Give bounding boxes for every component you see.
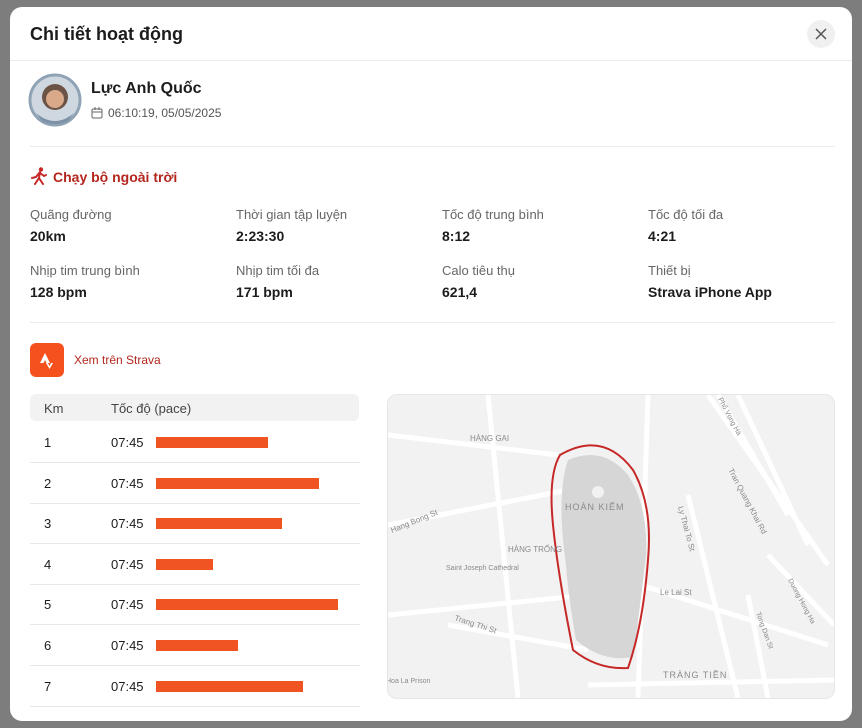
calendar-icon (91, 107, 103, 119)
modal: Chi tiết hoạt động Lực Anh Quốc 06:10:19… (10, 7, 852, 721)
pace-bar (156, 477, 320, 489)
map-label: Saint Joseph Cathedral (446, 565, 519, 572)
pace: 07:45 (111, 516, 144, 532)
pace-bar (156, 680, 303, 692)
map-label: Tran Quang Khai Rd (726, 467, 768, 536)
stat-label: Tốc độ trung bình (442, 207, 544, 222)
km: 6 (44, 638, 52, 653)
stat-value: 621,4 (442, 284, 478, 300)
map-label: HÀNG TRỐNG (508, 544, 562, 554)
stat-value: 171 bpm (236, 284, 293, 300)
column-header: Tốc độ (pace) (111, 401, 192, 416)
stat-label: Nhịp tim trung bình (30, 263, 140, 278)
map-label: HÀNG GAI (470, 434, 509, 443)
avatar (28, 73, 82, 127)
run-icon (31, 167, 47, 185)
stat-label: Thiết bị (648, 263, 691, 278)
stat-value: 4:21 (648, 228, 677, 244)
title: Chi tiết hoạt động (30, 24, 183, 44)
column-header: Km (44, 401, 64, 416)
km: 2 (44, 475, 52, 491)
divider (30, 146, 835, 147)
pace-bar (156, 518, 283, 530)
close-button[interactable] (807, 20, 835, 48)
table-row: 1 07:45 (30, 422, 360, 463)
stat-label: Nhịp tim tối đa (236, 263, 320, 278)
pace: 07:45 (111, 435, 144, 450)
km: 3 (44, 516, 52, 532)
map-label: Hoa La Prison (387, 678, 430, 685)
map-label: Le Lai St (660, 588, 692, 597)
km: 7 (44, 678, 52, 694)
stat-value: 128 bpm (30, 284, 87, 300)
table-header (30, 394, 359, 421)
pace: 07:45 (111, 678, 144, 694)
stat-value: 2:23:30 (236, 228, 285, 244)
datetime: 06:10:19, 05/05/2025 (108, 106, 222, 120)
table-row: 5 07:45 (30, 584, 360, 626)
stat-label: Tốc độ tối đa (648, 207, 724, 222)
pace: 07:45 (111, 475, 144, 491)
stat-value: 20km (30, 228, 66, 244)
pace-bar (156, 437, 269, 448)
km: 5 (44, 597, 52, 613)
table-row: 4 07:45 (30, 544, 360, 585)
pace-bar (156, 599, 338, 611)
pace-bar (156, 640, 238, 651)
pace-bar (156, 558, 214, 570)
activity-type: Chạy bộ ngoài trời (53, 169, 178, 185)
divider (10, 60, 852, 61)
pace: 07:45 (111, 556, 144, 572)
strava-link[interactable]: Xem trên Strava (74, 353, 161, 367)
stat-label: Quãng đường (30, 207, 112, 222)
user-name: Lực Anh Quốc (91, 80, 202, 97)
stat-label: Calo tiêu thụ (442, 263, 515, 278)
close-icon (815, 28, 827, 40)
table-row: 2 07:45 (30, 463, 360, 504)
divider (30, 322, 835, 323)
route (550, 444, 650, 670)
km: 4 (44, 556, 52, 572)
lake (561, 455, 647, 659)
strava-button[interactable] (30, 343, 64, 377)
table-row: 3 07:45 (30, 503, 360, 545)
map-label: HOÀN KIẾM (565, 502, 625, 512)
stat-label: Thời gian tập luyện (236, 207, 348, 222)
stat-value: 8:12 (442, 228, 471, 244)
islet (592, 486, 604, 498)
km: 1 (44, 435, 52, 450)
pace: 07:45 (111, 638, 144, 653)
table-row: 6 07:45 (30, 625, 360, 666)
map-label: TRÀNG TIỀN (663, 670, 727, 680)
table-row: 7 07:45 (30, 666, 360, 707)
map: HÀNG GAI HOÀN KIẾM HÀNG TRỐNG Saint Joseph … (387, 394, 835, 699)
strava-logo (40, 353, 53, 369)
stat-value: Strava iPhone App (648, 284, 772, 300)
pace: 07:45 (111, 597, 144, 613)
